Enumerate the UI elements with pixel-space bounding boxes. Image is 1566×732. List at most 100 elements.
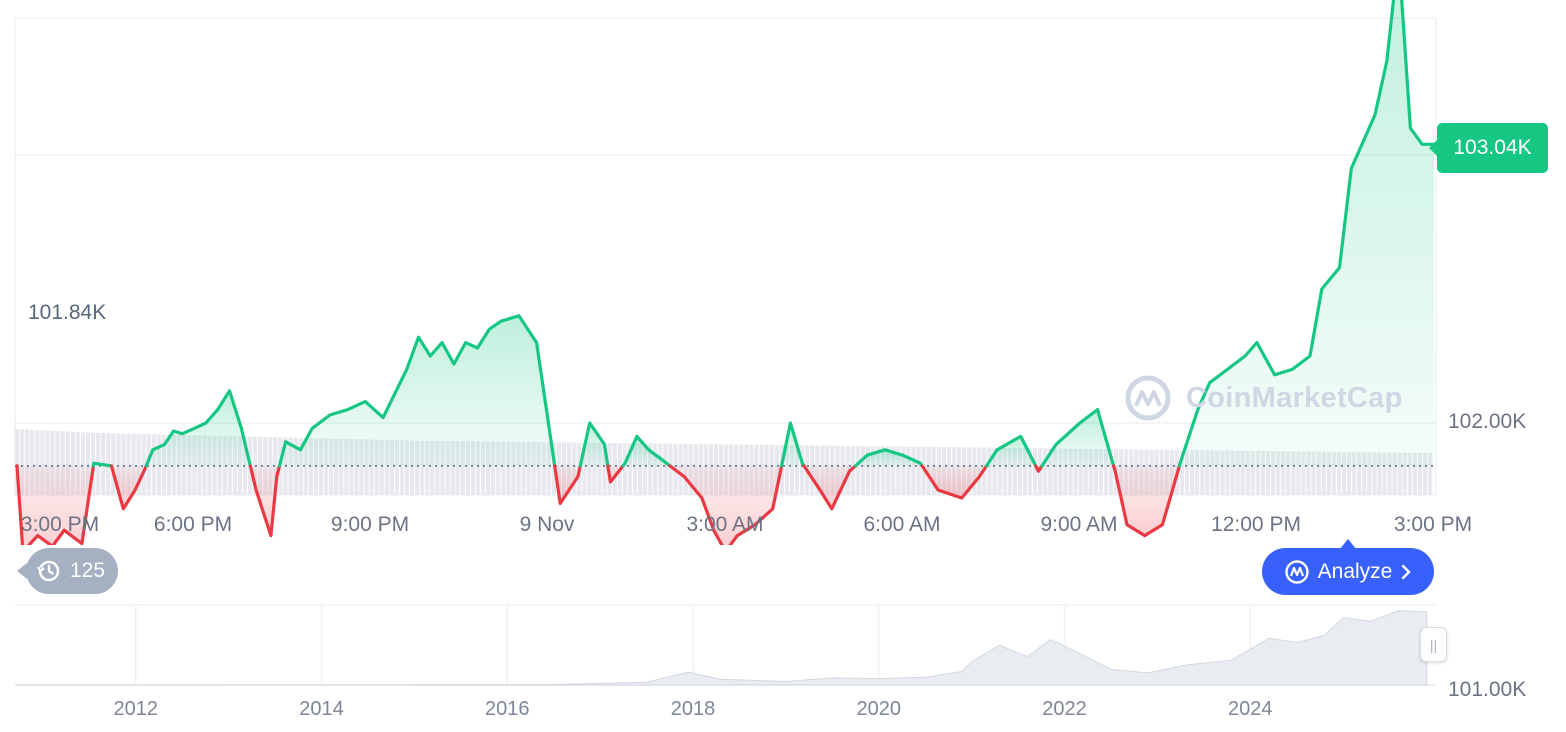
volume-bar [430,440,435,495]
volume-bar [1367,452,1372,495]
volume-bar [1195,450,1200,495]
volume-bar [475,441,481,495]
volume-bar [516,441,521,495]
history-navigator[interactable] [0,600,1566,695]
volume-bar [394,440,400,495]
line-segment-up [578,421,610,468]
history-button[interactable]: 125 [17,548,118,594]
volume-bar [541,442,546,495]
volume-bar [298,437,303,495]
volume-bar [592,442,597,495]
volume-bar [1108,449,1114,495]
volume-bar [1017,447,1022,495]
area-above-baseline [1042,409,1114,466]
volume-bar [344,438,349,495]
volume-bar [1179,449,1185,495]
volume-bar [1225,450,1230,495]
volume-bar [70,431,75,495]
baseline-price-label: 101.84K [22,300,113,326]
volume-bar [486,441,491,495]
volume-bar [329,438,334,495]
volume-bar [1422,452,1428,495]
y-tick-label: 102.00K [1448,410,1527,433]
volume-bar [987,447,992,495]
line-segment-down [920,464,989,500]
line-segment-up [984,434,1038,468]
line-segment-down [1034,464,1044,473]
volume-bar [1068,448,1073,495]
volume-bar [896,446,901,495]
volume-bar [875,446,881,495]
chevron-right-icon [1402,564,1412,579]
volume-bar [369,439,374,495]
volume-bar [501,441,506,495]
volume-bar [323,438,329,495]
volume-bar [1032,448,1038,495]
navigator-tick-label: 2014 [299,698,344,720]
volume-bar [1260,450,1266,495]
volume-bar [30,429,35,495]
volume-bar [911,446,916,495]
volume-bar [425,440,430,495]
volume-bar [1362,452,1367,495]
x-tick-label: 12:00 PM [1211,513,1301,536]
volume-bar [1083,448,1088,495]
volume-bar [653,443,658,495]
volume-bar [1357,452,1362,495]
volume-bar [1346,452,1352,495]
volume-bar [1407,452,1412,495]
line-segment-up [621,434,672,468]
navigator-tick-label: 2016 [484,698,530,720]
volume-bar [1331,451,1336,495]
volume-bar [40,430,45,495]
price-chart[interactable] [0,0,1566,545]
volume-bar [1240,450,1245,495]
volume-bar [116,433,121,495]
volume-bar [794,445,800,495]
volume-bar [480,441,486,495]
line-segment-down [553,464,582,505]
volume-bar [1296,451,1301,495]
volume-bar [55,430,60,495]
volume-bar [1286,451,1291,495]
volume-bar [1372,452,1377,495]
volume-bar [85,432,91,495]
volume-bar [126,433,131,495]
volume-bar [460,441,465,495]
volume-bar [668,443,673,495]
volume-bar [916,446,921,495]
x-tick-label: 3:00 AM [686,513,764,536]
volume-bar [658,443,663,495]
line-segment-down [15,464,95,545]
volume-bar [663,443,668,495]
volume-bar [1382,452,1387,495]
line-segment-down [606,464,625,484]
volume-bar [622,443,627,495]
volume-bar [50,430,55,495]
volume-bar [136,433,141,495]
volume-bar [75,431,80,495]
volume-bar [1038,448,1043,495]
line-segment-up [853,448,924,468]
navigator-handle[interactable]: || [1420,627,1447,662]
volume-bar [303,437,308,495]
volume-bar [1230,450,1235,495]
volume-bar [379,439,384,495]
volume-bar [1291,451,1296,495]
volume-bar [1276,451,1281,495]
navigator-tick-label: 2024 [1227,698,1273,720]
volume-bar [1392,452,1397,495]
x-tick-label: 9:00 AM [1040,513,1118,536]
volume-bar [1043,448,1048,495]
volume-bar [470,441,476,495]
line-segment-down [802,464,857,511]
analyze-button[interactable]: Analyze [1262,539,1434,595]
volume-bar [1103,449,1109,495]
volume-bar [288,437,293,495]
volume-bar [1265,451,1271,495]
volume-bar [850,445,855,495]
volume-bar [491,441,496,495]
volume-bar [1235,450,1240,495]
volume-bar [582,442,587,495]
volume-bar [35,429,40,495]
